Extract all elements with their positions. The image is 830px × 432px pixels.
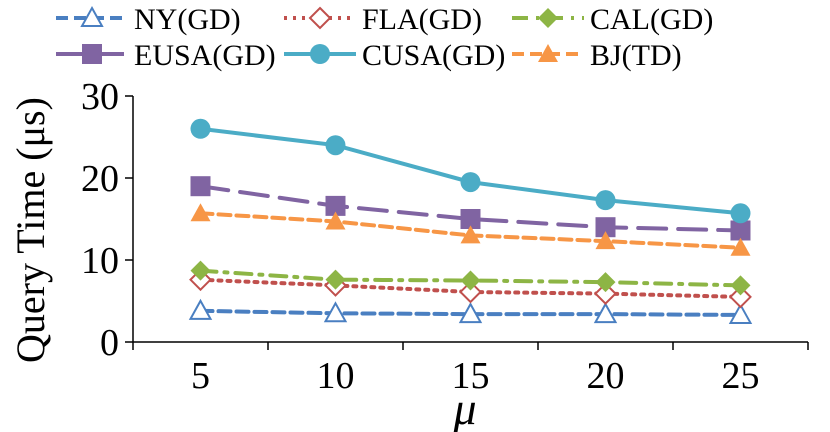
series-eusa-gd [190, 176, 751, 241]
series-bj-td [190, 203, 751, 256]
data-point [593, 302, 618, 324]
legend-item: NY(GD) [56, 3, 241, 36]
legend-item: BJ(TD) [512, 39, 682, 72]
y-tick-label: 0 [100, 322, 119, 364]
legend-item: CAL(GD) [512, 3, 713, 36]
y-tick-label: 30 [81, 76, 119, 118]
data-point [594, 282, 617, 306]
data-point [460, 209, 481, 229]
data-point [730, 275, 751, 296]
legend-label: BJ(TD) [590, 39, 682, 72]
x-tick-label: 15 [452, 355, 490, 397]
data-point [190, 260, 211, 281]
y-tick-label: 10 [81, 240, 119, 282]
legend-marker [82, 44, 102, 64]
data-point [190, 118, 211, 139]
data-point [325, 135, 346, 156]
y-tick-label: 20 [81, 158, 119, 200]
data-point [325, 269, 346, 290]
legend-item: CUSA(GD) [284, 39, 505, 72]
legend-marker [310, 44, 330, 64]
data-point [188, 298, 213, 320]
data-point [460, 270, 481, 291]
legend: NY(GD) FLA(GD) CAL(GD) EUSA(GD) CUSA(GD) BJ(T… [56, 3, 713, 72]
x-tick-label: 25 [722, 355, 760, 397]
legend-item: EUSA(GD) [56, 39, 276, 72]
legend-label: EUSA(GD) [134, 39, 276, 72]
data-point [323, 301, 348, 323]
data-point [728, 302, 753, 324]
data-point [460, 172, 481, 193]
data-point [730, 203, 751, 224]
series-line [198, 184, 743, 233]
x-axis-title: μ [452, 383, 476, 432]
series-cusa-gd [190, 118, 751, 224]
series-ny-gd [188, 298, 753, 324]
data-point [460, 225, 481, 244]
data-point [595, 190, 616, 211]
data-point [729, 285, 752, 309]
legend-label: CUSA(GD) [362, 39, 505, 72]
y-axis-title: Query Time (μs) [8, 97, 53, 363]
legend-label: FLA(GD) [362, 3, 482, 36]
series-layer [188, 118, 753, 324]
x-axis-ticks: 5 10 15 20 25 [132, 342, 809, 397]
data-point [459, 280, 482, 304]
legend-marker [80, 5, 104, 27]
data-point [458, 302, 483, 324]
data-point [595, 272, 616, 293]
x-tick-label: 20 [587, 355, 625, 397]
legend-label: NY(GD) [134, 3, 241, 36]
data-point [325, 211, 346, 230]
data-point [325, 195, 346, 216]
x-tick-label: 5 [191, 355, 210, 397]
legend-marker [308, 6, 332, 30]
legend-label: CAL(GD) [590, 3, 713, 36]
legend-item: FLA(GD) [284, 3, 482, 36]
legend-marker [538, 8, 558, 28]
data-point [595, 217, 616, 238]
y-axis-ticks: 0 10 20 30 [81, 76, 133, 364]
series-line [198, 126, 743, 216]
data-point [190, 176, 211, 197]
series-cal-gd [190, 260, 751, 296]
plot-area: 0 10 20 30 5 10 15 20 25 [81, 76, 809, 397]
x-tick-label: 10 [317, 355, 355, 397]
data-point [190, 203, 211, 222]
legend-marker [538, 44, 558, 62]
data-point [595, 231, 616, 250]
data-point [730, 237, 751, 256]
data-point [730, 220, 751, 241]
